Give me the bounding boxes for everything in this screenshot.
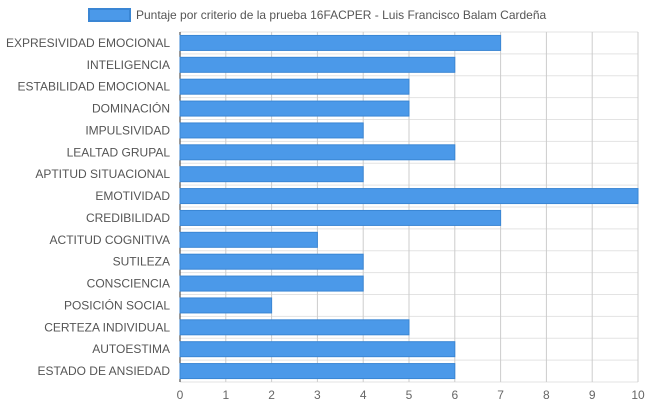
x-tick-label: 7	[497, 388, 504, 402]
bar	[179, 231, 318, 248]
bar	[179, 166, 364, 183]
bar	[179, 188, 639, 205]
bars	[179, 34, 639, 380]
bar	[179, 56, 456, 73]
bar	[179, 363, 456, 380]
legend-swatch	[88, 8, 131, 22]
category-label: APTITUD SITUACIONAL	[35, 167, 170, 181]
bar	[179, 78, 410, 95]
bar	[179, 34, 502, 51]
category-label: EXPRESIVIDAD EMOCIONAL	[6, 36, 170, 50]
category-label: INTELIGENCIA	[87, 58, 170, 72]
bar	[179, 319, 410, 336]
legend-label: Puntaje por criterio de la prueba 16FACP…	[136, 8, 547, 22]
bar	[179, 341, 456, 358]
x-tick-label: 3	[314, 388, 321, 402]
x-tick-label: 9	[589, 388, 596, 402]
category-label: SUTILEZA	[113, 255, 170, 269]
bar	[179, 100, 410, 117]
bar	[179, 253, 364, 270]
x-tick-label: 2	[268, 388, 275, 402]
category-label: IMPULSIVIDAD	[85, 123, 170, 137]
category-label: CONSCIENCIA	[87, 277, 170, 291]
category-label: ACTITUD COGNITIVA	[50, 233, 170, 247]
bar	[179, 122, 364, 139]
category-label: CREDIBILIDAD	[86, 211, 170, 225]
category-label: CERTEZA INDIVIDUAL	[44, 320, 170, 334]
x-tick-label: 4	[360, 388, 367, 402]
category-label: POSICIÓN SOCIAL	[64, 297, 170, 312]
category-label: DOMINACIÓN	[92, 101, 170, 116]
x-tick-label: 0	[177, 388, 184, 402]
category-labels: EXPRESIVIDAD EMOCIONAL INTELIGENCIA ESTABI…	[6, 36, 170, 378]
category-label: AUTOESTIMA	[92, 342, 170, 356]
bar	[179, 144, 456, 161]
bar	[179, 275, 364, 292]
x-tick-label: 6	[451, 388, 458, 402]
category-label: ESTADO DE ANSIEDAD	[38, 364, 171, 378]
category-label: ESTABILIDAD EMOCIONAL	[18, 80, 171, 94]
x-tick-label: 5	[406, 388, 413, 402]
category-label: EMOTIVIDAD	[95, 189, 170, 203]
legend[interactable]: Puntaje por criterio de la prueba 16FACP…	[88, 8, 547, 22]
category-label: LEALTAD GRUPAL	[67, 145, 171, 159]
bar	[179, 209, 502, 226]
x-tick-label: 1	[222, 388, 229, 402]
x-tick-label: 8	[543, 388, 550, 402]
x-tick-label: 10	[631, 388, 645, 402]
x-axis-ticks: 0 1 2 3 4 5 6 7 8 9 10	[177, 388, 645, 402]
bar	[179, 297, 273, 314]
